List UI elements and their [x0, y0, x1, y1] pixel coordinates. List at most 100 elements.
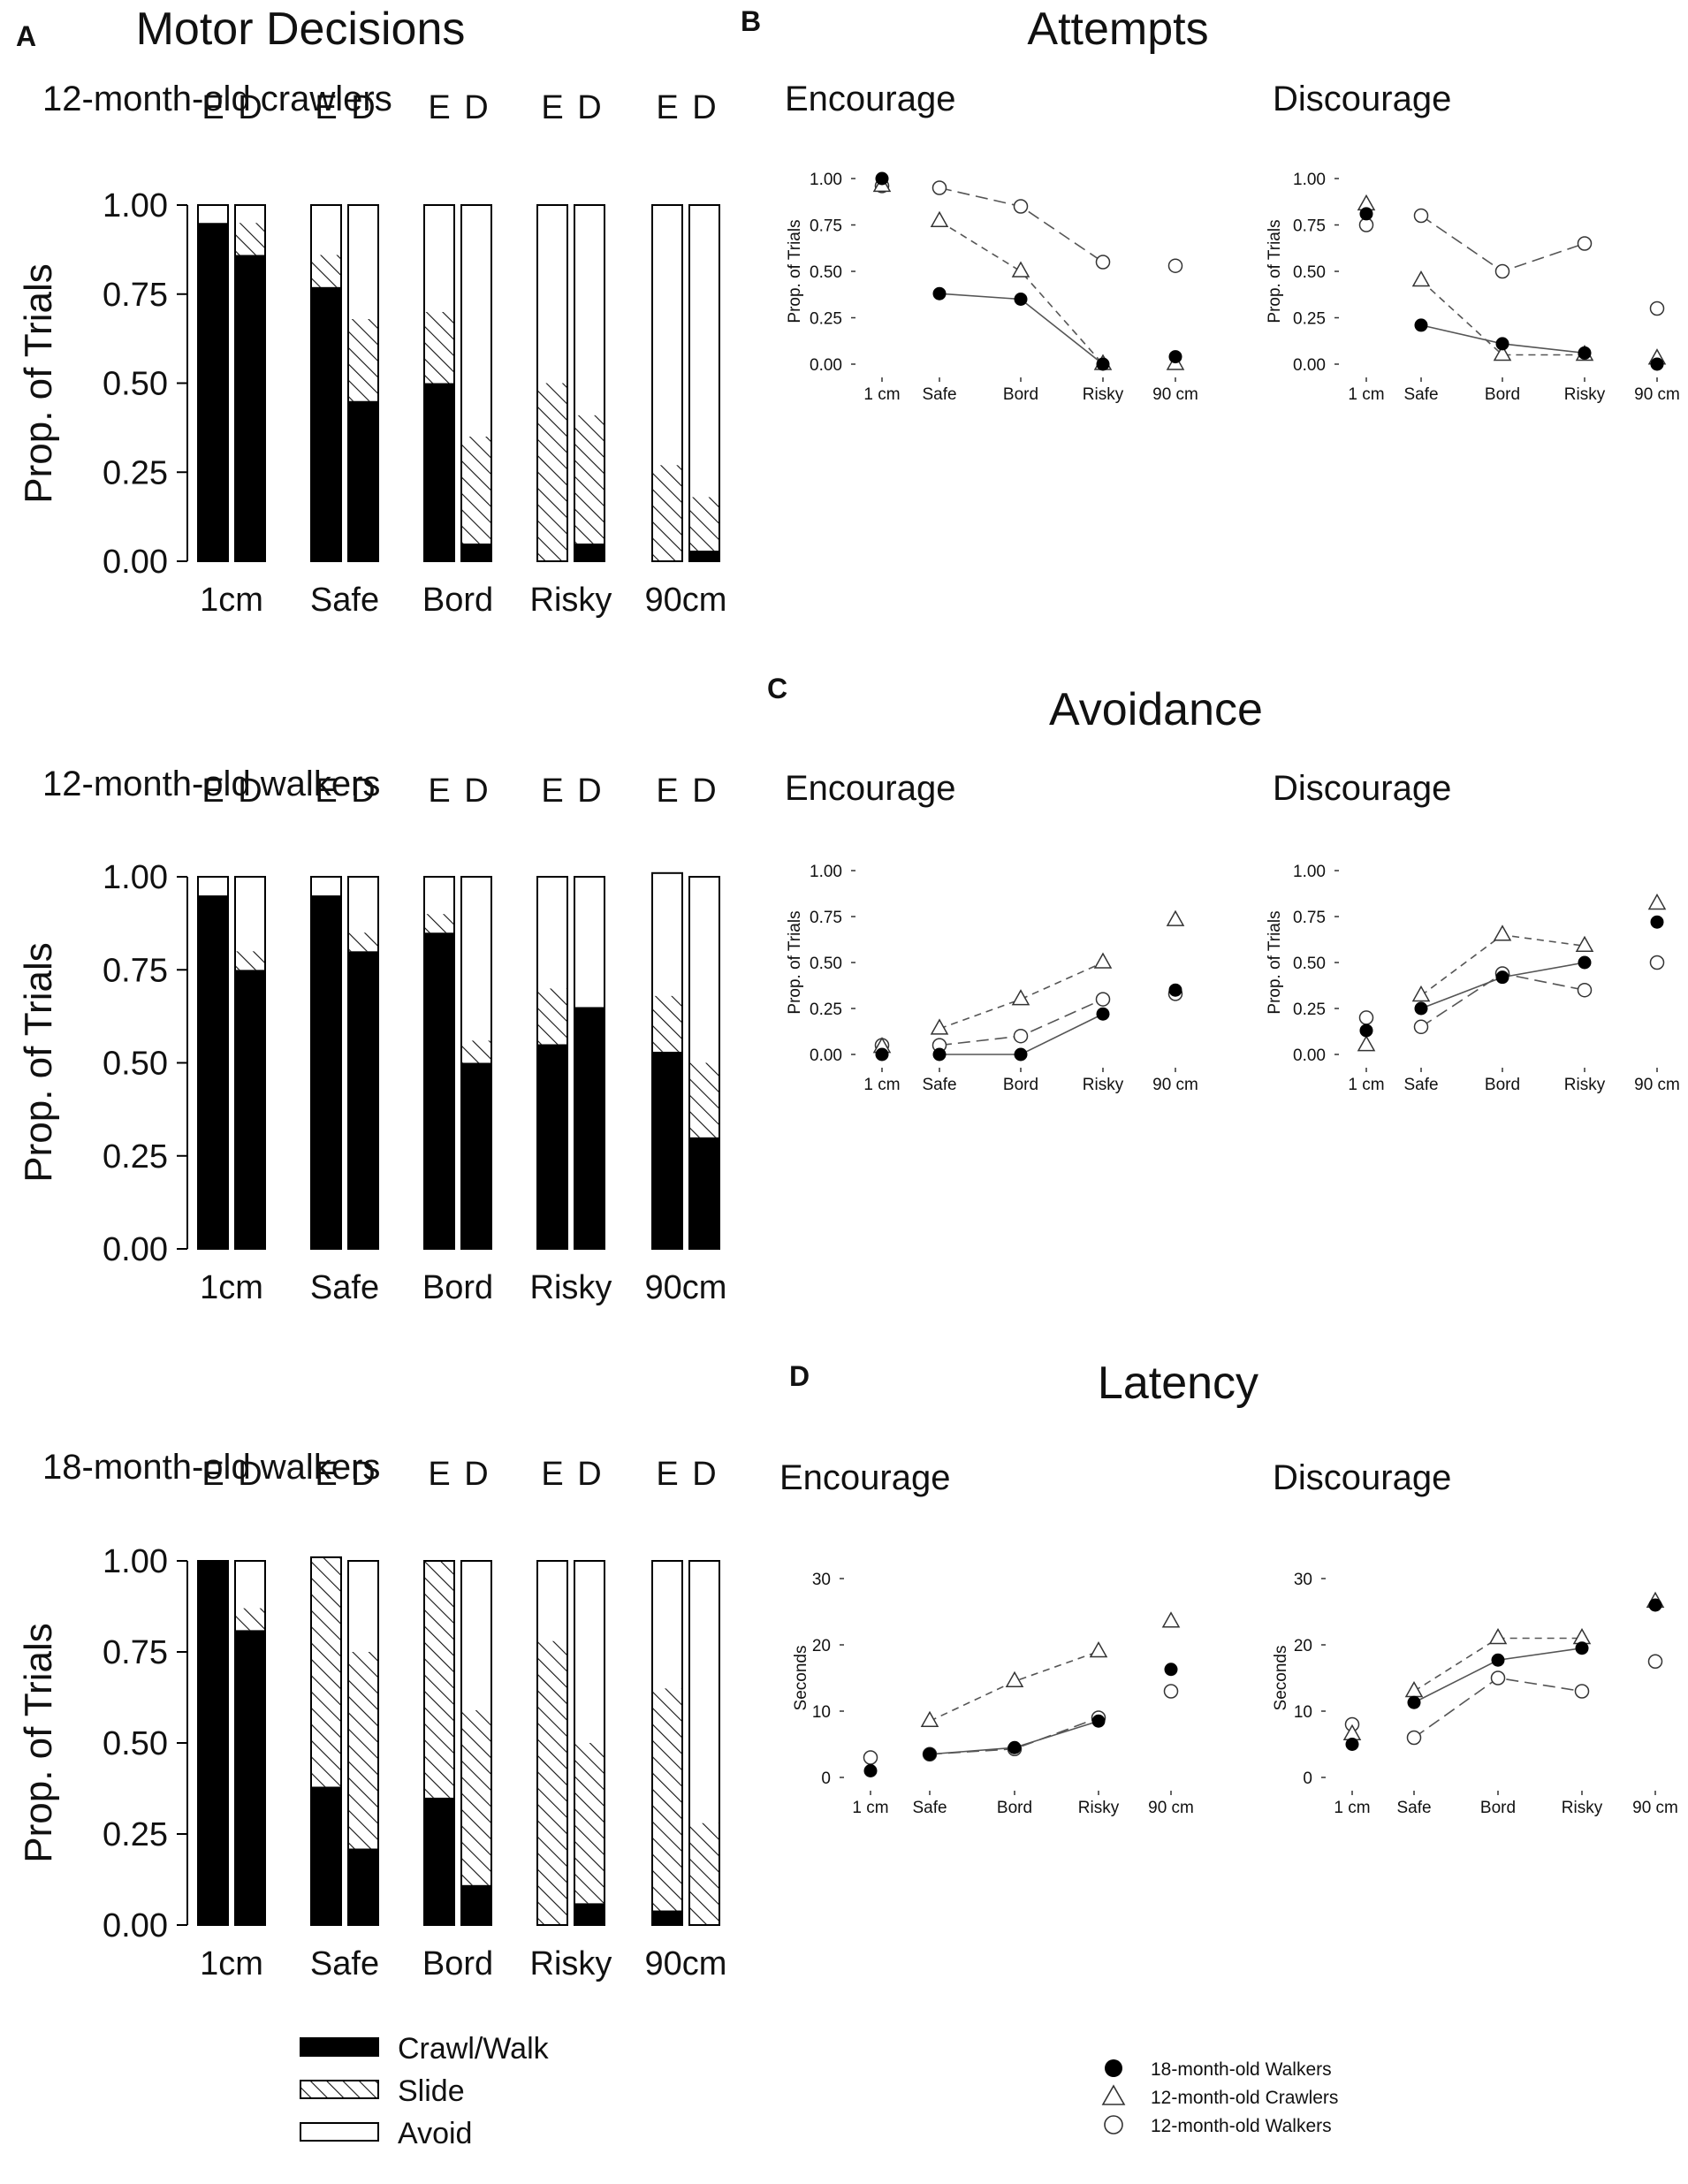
x-tick-label-bord: Bord: [1480, 1799, 1516, 1817]
y-tick-label: 1.00: [1293, 171, 1326, 189]
data-point-12-month-old-crawlers: [1011, 989, 1030, 1006]
legend-label-12mo-walkers: 12-month-old Walkers: [1151, 2116, 1332, 2136]
y-tick-label: 0.75: [103, 952, 168, 989]
bar-segment-avoid: [574, 1561, 604, 1743]
data-point-18-month-old-walkers: [1491, 1653, 1505, 1667]
condition-label-e: E: [201, 772, 224, 810]
y-tick-label: 0.50: [1293, 955, 1326, 973]
data-point-18-month-old-walkers: [1578, 955, 1592, 970]
panel-letter-d: D: [789, 1360, 810, 1392]
data-point-12-month-old-crawlers: [1005, 1670, 1024, 1687]
y-tick-label: 30: [1294, 1571, 1312, 1589]
data-point-18-month-old-walkers: [1345, 1738, 1359, 1751]
condition-label-e: E: [201, 89, 224, 126]
bar-segment-avoid: [689, 205, 719, 498]
series-line-12-month-old-crawlers: [929, 1650, 1099, 1722]
data-point-18-month-old-walkers: [875, 1047, 889, 1062]
bar-segment-crawl-walk: [235, 255, 265, 561]
data-point-18-month-old-walkers: [1648, 1598, 1662, 1612]
panel-title-motor-decisions: Motor Decisions: [136, 4, 466, 55]
condition-label-d: D: [577, 772, 601, 810]
condition-label-e: E: [201, 1456, 224, 1493]
bar-segment-slide: [652, 1688, 682, 1911]
y-axis-label: Seconds: [792, 1646, 810, 1711]
y-tick-label: 0.50: [1293, 263, 1326, 282]
data-point-12-month-old-crawlers: [920, 1710, 939, 1727]
legend-marker-18mo-walkers: [1105, 2059, 1122, 2077]
y-tick-label: 0.25: [103, 454, 168, 491]
condition-label-e: E: [315, 89, 337, 126]
condition-label-d: D: [464, 89, 488, 126]
data-point-18-month-old-walkers: [1575, 1641, 1589, 1655]
bar-outline: [197, 1560, 229, 1926]
chart-title: 18-month-old walkers: [42, 1448, 380, 1487]
data-point-12-month-old-walkers: [931, 180, 947, 195]
bar-segment-crawl-walk: [461, 1062, 491, 1249]
bar-segment-crawl-walk: [311, 895, 341, 1249]
data-point-18-month-old-walkers: [1414, 1001, 1428, 1016]
data-point-12-month-old-crawlers: [1093, 952, 1113, 969]
bar-segment-avoid: [311, 877, 341, 896]
x-tick-label-safe: Safe: [310, 1945, 379, 1982]
legend-label-12mo-crawlers: 12-month-old Crawlers: [1151, 2088, 1338, 2108]
bar-segment-slide: [348, 932, 378, 952]
condition-label-d: D: [351, 1456, 375, 1493]
bar-segment-avoid: [235, 877, 265, 952]
data-point-12-month-old-walkers: [1647, 1654, 1663, 1669]
condition-label-e: E: [541, 1456, 563, 1493]
data-point-18-month-old-walkers: [875, 171, 889, 186]
x-tick-label-safe: Safe: [1403, 385, 1438, 404]
bar-segment-crawl-walk: [652, 1910, 682, 1925]
bar-segment-avoid: [461, 877, 491, 1041]
y-axis-label: Seconds: [1272, 1646, 1290, 1711]
y-tick-label: 0.00: [810, 1046, 842, 1065]
line-chart-latency-encourage: Encourage Seconds 0 10 20 30 1 cm Safe Bord Risky…: [779, 1458, 1194, 1817]
y-tick-label: 0.50: [103, 1046, 168, 1083]
x-tick-label-90-cm: 90 cm: [1634, 385, 1680, 404]
bar-outline: [347, 876, 379, 1250]
data-point-12-month-old-crawlers: [1357, 1035, 1376, 1052]
legend-bar-patterns: Crawl/Walk Slide Avoid: [300, 2032, 550, 2150]
bar-segment-crawl-walk: [235, 970, 265, 1249]
bar-outline: [234, 1560, 266, 1926]
data-point-12-month-old-walkers: [1167, 258, 1183, 273]
chart-title: Encourage: [779, 1458, 950, 1497]
data-point-18-month-old-walkers: [1359, 207, 1373, 221]
data-point-12-month-old-walkers: [1358, 1010, 1374, 1025]
x-tick-label-safe: Safe: [1403, 1076, 1438, 1094]
y-tick-label: 1.00: [1293, 863, 1326, 881]
panel-letter-c: C: [767, 673, 787, 704]
bar-outline: [536, 876, 568, 1250]
y-tick-label: 0.00: [103, 544, 168, 581]
bar-segment-slide: [311, 255, 341, 287]
y-tick-label: 0.50: [103, 1725, 168, 1762]
bar-segment-slide: [689, 497, 719, 551]
x-tick-label-safe: Safe: [912, 1799, 947, 1817]
series-line-12-month-old-crawlers: [939, 220, 1104, 365]
bar-segment-crawl-walk: [348, 400, 378, 561]
bar-outline: [423, 204, 455, 562]
y-tick-label: 1.00: [103, 859, 168, 896]
condition-label-e: E: [656, 89, 678, 126]
data-point-12-month-old-crawlers: [1166, 909, 1185, 926]
data-point-12-month-old-crawlers: [1161, 1611, 1181, 1628]
bar-outline: [536, 1560, 568, 1926]
data-point-18-month-old-walkers: [1091, 1714, 1106, 1728]
bar-segment-crawl-walk: [424, 383, 454, 561]
y-tick-label: 0.75: [810, 909, 842, 927]
y-tick-label: 0.75: [1293, 909, 1326, 927]
x-tick-label-risky: Risky: [1562, 1799, 1603, 1817]
series-line-12-month-old-crawlers: [939, 962, 1104, 1030]
bar-segment-crawl-walk: [198, 895, 228, 1249]
x-tick-label-1-cm: 1 cm: [1348, 385, 1384, 404]
data-point-18-month-old-walkers: [1359, 1024, 1373, 1038]
x-tick-label-bord: Bord: [1485, 1076, 1520, 1094]
y-axis-label: Prop. of Trials: [786, 910, 804, 1014]
data-point-18-month-old-walkers: [1014, 293, 1028, 306]
x-tick-label-90-cm: 90 cm: [1632, 1799, 1678, 1817]
x-tick-label-90-cm: 90 cm: [1152, 1076, 1198, 1094]
bar-outline: [310, 204, 342, 562]
bar-outline: [574, 876, 605, 1250]
data-point-12-month-old-walkers: [1013, 199, 1029, 214]
